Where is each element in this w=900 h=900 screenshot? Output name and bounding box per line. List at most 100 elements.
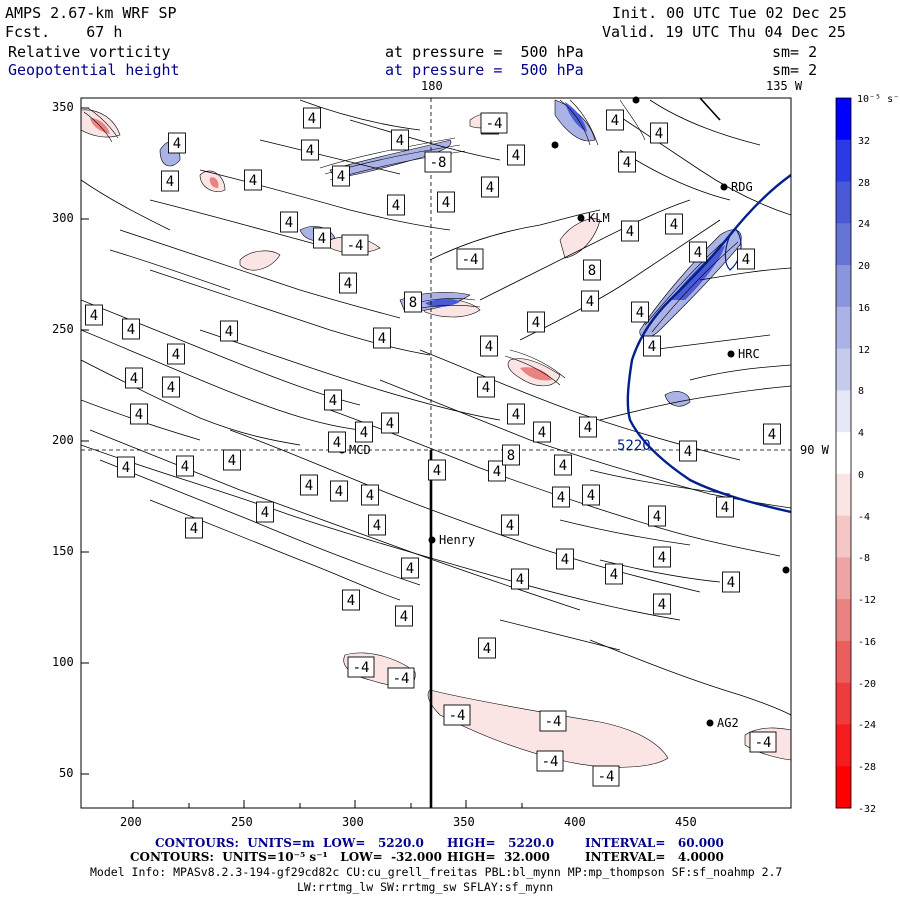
colorbar-label: -16 bbox=[858, 636, 877, 648]
contour-label-box: 8 bbox=[583, 259, 601, 281]
contour-label-box: -4 bbox=[387, 667, 415, 689]
label-135w: 135 W bbox=[766, 79, 803, 93]
colorbar-label: 0 bbox=[858, 469, 865, 481]
svg-text:4: 4 bbox=[130, 371, 138, 387]
footer-model-info: Model Info: MPASv8.2.3-194-gf29cd82c CU:… bbox=[90, 865, 783, 879]
svg-text:4: 4 bbox=[228, 453, 236, 469]
contour-label-box: 4 bbox=[122, 318, 140, 340]
contour-label-box: 4 bbox=[716, 496, 734, 518]
svg-text:4: 4 bbox=[392, 198, 400, 214]
svg-text:4: 4 bbox=[742, 252, 750, 268]
field1-name: Relative vorticity bbox=[8, 43, 171, 61]
svg-text:4: 4 bbox=[396, 133, 404, 149]
contour-label-box: 4 bbox=[401, 557, 419, 579]
contour-label-box: 4 bbox=[648, 505, 666, 527]
svg-text:8: 8 bbox=[507, 448, 515, 464]
station-label-klm: KLM bbox=[588, 211, 610, 225]
svg-text:4: 4 bbox=[611, 113, 619, 129]
svg-text:4: 4 bbox=[347, 593, 355, 609]
svg-text:4: 4 bbox=[538, 425, 546, 441]
contour-label-box: 4 bbox=[223, 449, 241, 471]
contour-label-box: 4 bbox=[722, 571, 740, 593]
contour-label-box: 4 bbox=[176, 455, 194, 477]
contour-label-box: 4 bbox=[437, 191, 455, 213]
station-dot-henry bbox=[428, 536, 436, 544]
svg-text:-4: -4 bbox=[755, 735, 772, 751]
height-contour-label: 5220 bbox=[617, 438, 651, 454]
contour-label-box: 4 bbox=[556, 548, 574, 570]
contour-label-box: 4 bbox=[256, 501, 274, 523]
field1-level: at pressure = 500 hPa bbox=[385, 43, 584, 61]
svg-text:4: 4 bbox=[122, 460, 130, 476]
svg-text:4: 4 bbox=[190, 521, 198, 537]
contour-label-box: 4 bbox=[387, 194, 405, 216]
station-label-ag2: AG2 bbox=[717, 716, 739, 730]
footer-radiation-info: LW:rrtmg_lw SW:rrtmg_sw SFLAY:sf_mynn bbox=[297, 880, 554, 894]
colorbar-frame bbox=[835, 97, 852, 809]
contour-label-box: 4 bbox=[507, 403, 525, 425]
contour-label-box: 4 bbox=[477, 376, 495, 398]
svg-text:4: 4 bbox=[360, 425, 368, 441]
colorbar-label: -8 bbox=[858, 553, 871, 565]
svg-text:4: 4 bbox=[506, 518, 514, 534]
svg-text:4: 4 bbox=[90, 308, 98, 324]
colorbar-label: -20 bbox=[858, 678, 877, 690]
contour-label-box: 4 bbox=[507, 144, 525, 166]
svg-text:4: 4 bbox=[768, 427, 776, 443]
colorbar-unit: 10⁻⁵ s⁻¹ bbox=[857, 94, 900, 105]
contour-label-box: 4 bbox=[554, 454, 572, 476]
svg-text:4: 4 bbox=[586, 294, 594, 310]
svg-text:4: 4 bbox=[670, 217, 678, 233]
model-title: AMPS 2.67-km WRF SP bbox=[5, 4, 177, 22]
station-label-mcd: MCD bbox=[349, 443, 371, 457]
contour-label-box: 4 bbox=[125, 367, 143, 389]
contour-label-box: 4 bbox=[527, 311, 545, 333]
svg-text:4: 4 bbox=[378, 331, 386, 347]
colorbar-swatch bbox=[836, 265, 851, 308]
label-180: 180 bbox=[421, 79, 443, 93]
contour-label-box: 4 bbox=[381, 412, 399, 434]
footer-vort-high: HIGH= 32.000 bbox=[447, 850, 550, 864]
contour-label-box: -8 bbox=[424, 151, 452, 173]
station-dot-extra1 bbox=[551, 141, 559, 149]
colorbar-swatch bbox=[836, 515, 851, 558]
svg-text:4: 4 bbox=[225, 324, 233, 340]
svg-text:4: 4 bbox=[344, 276, 352, 292]
contour-label-box: 4 bbox=[244, 169, 262, 191]
svg-text:4: 4 bbox=[486, 180, 494, 196]
contour-label-box: 4 bbox=[605, 563, 623, 585]
svg-text:4: 4 bbox=[285, 215, 293, 231]
contour-label-box: 4 bbox=[168, 132, 186, 154]
svg-text:4: 4 bbox=[261, 505, 269, 521]
xtick-350: 350 bbox=[453, 815, 475, 829]
contour-label-box: 4 bbox=[650, 122, 668, 144]
colorbar-label: 24 bbox=[858, 219, 871, 231]
svg-text:4: 4 bbox=[406, 561, 414, 577]
colorbar-label: 32 bbox=[858, 135, 871, 147]
init-time: Init. 00 UTC Tue 02 Dec 25 bbox=[612, 4, 847, 22]
ytick-100: 100 bbox=[52, 655, 74, 669]
svg-text:4: 4 bbox=[373, 518, 381, 534]
contour-label-box: 4 bbox=[579, 416, 597, 438]
svg-text:-4: -4 bbox=[542, 754, 559, 770]
colorbar-swatch bbox=[836, 348, 851, 391]
ytick-350: 350 bbox=[52, 100, 74, 114]
contour-label-box: 4 bbox=[679, 440, 697, 462]
colorbar-label: 28 bbox=[858, 177, 871, 189]
svg-text:4: 4 bbox=[485, 339, 493, 355]
contour-label-box: -4 bbox=[592, 765, 620, 787]
contour-label-box: 4 bbox=[167, 343, 185, 365]
station-dot-extra2 bbox=[782, 566, 790, 574]
contour-label-box: 4 bbox=[339, 272, 357, 294]
field1-smoothing: sm= 2 bbox=[772, 43, 818, 61]
contour-label-box: -4 bbox=[480, 112, 508, 134]
contour-label-box: -4 bbox=[536, 750, 564, 772]
svg-text:4: 4 bbox=[337, 169, 345, 185]
map-frame bbox=[80, 97, 792, 809]
footer-height-interval: INTERVAL= 60.000 bbox=[585, 836, 724, 850]
xtick-200: 200 bbox=[120, 815, 142, 829]
xtick-250: 250 bbox=[231, 815, 253, 829]
svg-text:-4: -4 bbox=[598, 769, 615, 785]
svg-text:4: 4 bbox=[366, 488, 374, 504]
contour-label-box: 4 bbox=[665, 213, 683, 235]
